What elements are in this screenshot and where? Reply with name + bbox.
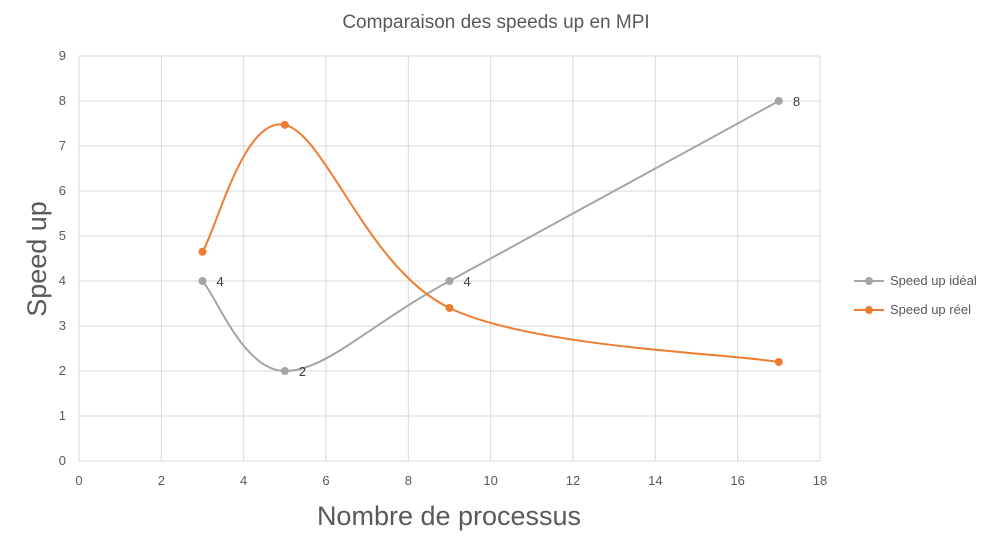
legend-item: Speed up idéal: [854, 273, 977, 288]
data-point: [198, 247, 207, 256]
y-tick-label: 5: [59, 228, 66, 243]
x-tick-label: 18: [813, 473, 827, 488]
data-label: 2: [299, 364, 306, 379]
data-point: [445, 304, 454, 312]
data-point: [774, 97, 783, 105]
x-tick-label: 6: [322, 473, 329, 488]
x-tick-label: 16: [730, 473, 744, 488]
series-lines: 4 2 4 8: [198, 94, 800, 379]
data-label: 8: [793, 94, 800, 109]
x-tick-label: 0: [75, 473, 82, 488]
y-tick-label: 1: [59, 408, 66, 423]
x-tick-label: 8: [405, 473, 412, 488]
series-1: 4 2 4 8: [198, 94, 800, 379]
y-tick-label: 7: [59, 138, 66, 153]
series-2: [198, 120, 783, 366]
chart-title: Comparaison des speeds up en MPI: [342, 12, 649, 33]
data-point: [280, 367, 289, 375]
series-line: [201, 123, 780, 363]
x-tick-label: 12: [566, 473, 580, 488]
legend-swatch-marker: [865, 306, 873, 314]
data-point: [198, 277, 207, 285]
data-point: [445, 277, 454, 285]
legend: Speed up idéal Speed up réel: [854, 273, 977, 317]
x-tick-label: 14: [648, 473, 662, 488]
x-tick-label: 2: [158, 473, 165, 488]
y-tick-label: 0: [59, 453, 66, 468]
data-label: 4: [217, 274, 224, 289]
legend-item: Speed up réel: [854, 302, 971, 317]
legend-label: Speed up idéal: [890, 273, 977, 288]
y-tick-label: 3: [59, 318, 66, 333]
y-axis-title: Speed up: [22, 201, 52, 317]
legend-swatch-marker: [865, 277, 873, 285]
y-tick-label: 9: [59, 48, 66, 63]
x-tick-label: 4: [240, 473, 247, 488]
data-point: [774, 358, 783, 366]
x-axis-title: Nombre de processus: [317, 501, 581, 531]
x-tick-label: 10: [483, 473, 497, 488]
data-label: 4: [464, 274, 471, 289]
y-tick-label: 6: [59, 183, 66, 198]
data-point: [280, 120, 289, 129]
y-tick-label: 4: [59, 273, 66, 288]
y-tick-label: 8: [59, 93, 66, 108]
legend-label: Speed up réel: [890, 302, 971, 317]
y-tick-label: 2: [59, 363, 66, 378]
series-line: [201, 100, 780, 373]
